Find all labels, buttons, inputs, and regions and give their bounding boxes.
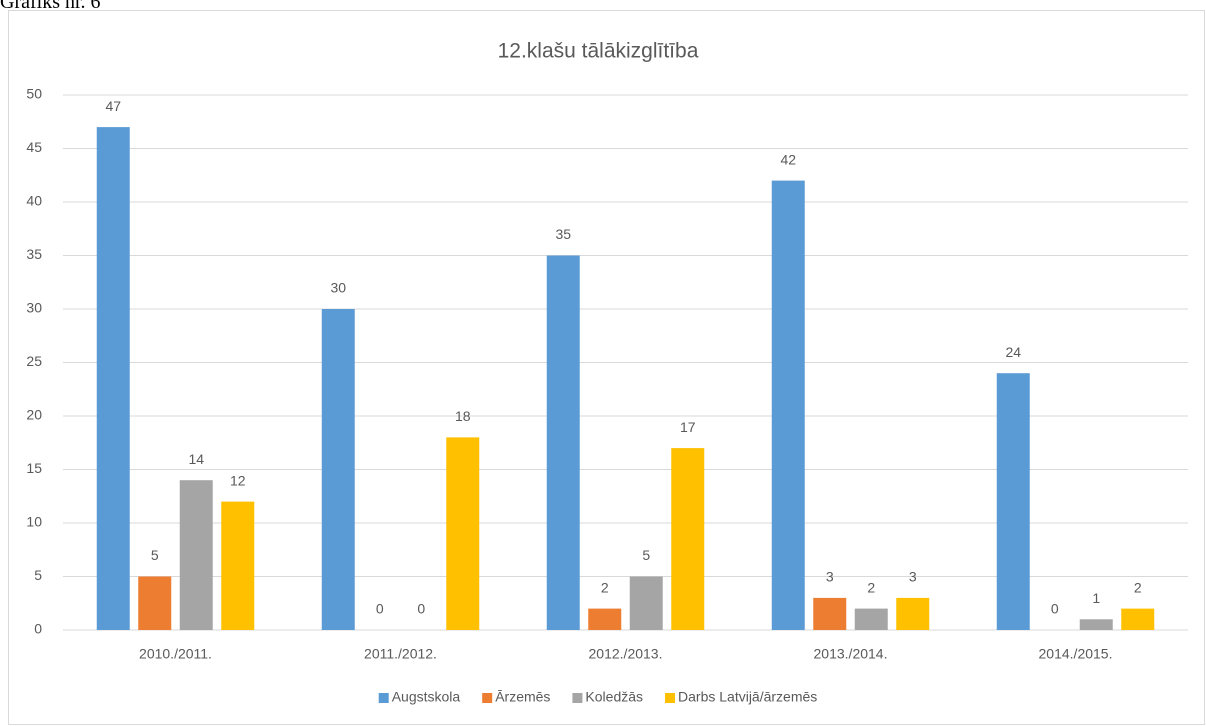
data-label: 2 [1134, 579, 1142, 595]
bar [813, 597, 847, 630]
data-label: 18 [455, 408, 471, 424]
bar [1121, 608, 1155, 630]
caption: Grafiks nr. 6 [0, 0, 101, 13]
y-tick-label: 40 [26, 193, 42, 209]
bar [179, 480, 213, 630]
legend-swatch [572, 693, 583, 703]
legend-swatch [378, 693, 389, 703]
y-tick-label: 45 [26, 139, 42, 155]
data-label: 14 [188, 451, 204, 467]
x-tick-label: 2014./2015. [1039, 646, 1113, 662]
legend-swatch [482, 693, 493, 703]
bar [321, 309, 355, 630]
bar [996, 373, 1030, 630]
bar [629, 576, 663, 630]
data-label: 0 [376, 601, 384, 617]
data-label: 3 [909, 569, 917, 585]
y-tick-label: 15 [26, 460, 42, 476]
y-tick-label: 30 [26, 300, 42, 316]
bar [896, 597, 930, 630]
bar [446, 437, 480, 630]
y-tick-label: 0 [34, 621, 42, 637]
data-label: 1 [1092, 590, 1100, 606]
y-tick-label: 50 [26, 86, 42, 102]
legend-label: Ārzemēs [495, 689, 550, 705]
y-tick-label: 35 [26, 246, 42, 262]
chart-title: 12.klašu tālākizglītība [498, 40, 699, 63]
x-tick-label: 2011./2012. [364, 646, 437, 662]
data-label: 12 [230, 472, 246, 488]
data-label: 24 [1005, 344, 1021, 360]
y-tick-label: 20 [26, 407, 42, 423]
legend-label: Darbs Latvijā/ārzemēs [678, 689, 817, 705]
bar [546, 255, 580, 630]
data-label: 2 [867, 579, 875, 595]
bar [854, 608, 888, 630]
legend-label: Augstskola [392, 689, 461, 705]
data-label: 47 [105, 98, 121, 114]
bar [588, 608, 622, 630]
bar [771, 180, 805, 630]
data-label: 30 [330, 280, 346, 296]
data-label: 0 [1051, 601, 1059, 617]
bar [221, 501, 255, 630]
data-label: 2 [601, 579, 609, 595]
x-tick-label: 2013./2014. [814, 646, 888, 662]
y-tick-label: 5 [34, 567, 42, 583]
legend-label: Koledžās [585, 689, 643, 705]
data-label: 35 [555, 226, 571, 242]
data-label: 17 [680, 419, 696, 435]
x-tick-label: 2010./2011. [139, 646, 212, 662]
data-label: 0 [417, 601, 425, 617]
data-label: 3 [826, 569, 834, 585]
y-tick-label: 10 [26, 514, 42, 530]
bar [1079, 619, 1113, 630]
data-label: 42 [780, 151, 796, 167]
bar [96, 127, 130, 630]
data-label: 5 [151, 547, 159, 563]
x-tick-label: 2012./2013. [589, 646, 663, 662]
legend-swatch [665, 693, 676, 703]
data-label: 5 [642, 547, 650, 563]
y-tick-label: 25 [26, 353, 42, 369]
bar [138, 576, 172, 630]
bar [671, 448, 705, 630]
